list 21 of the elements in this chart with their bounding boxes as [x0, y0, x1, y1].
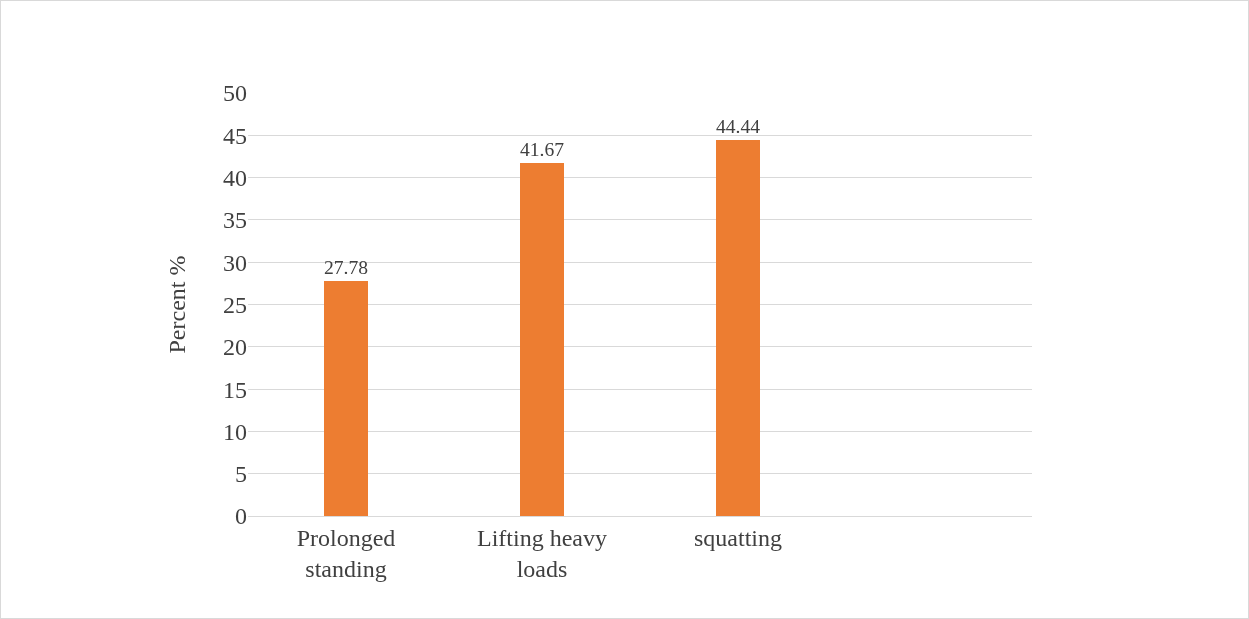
- x-tick-label: Lifting heavy loads: [477, 524, 607, 582]
- y-tick-label: 20: [223, 334, 247, 361]
- y-tick-label: 25: [223, 291, 247, 318]
- y-tick-label: 0: [235, 503, 247, 530]
- data-label: 44.44: [715, 115, 761, 137]
- y-tick-label: 35: [223, 207, 247, 234]
- bar: [715, 140, 761, 516]
- y-tick-label: 30: [223, 249, 247, 276]
- y-tick-label: 40: [223, 165, 247, 191]
- x-tick-label: Prolonged standing: [296, 524, 396, 582]
- x-tick-label: squatting: [694, 524, 782, 551]
- y-tick-label: 10: [223, 418, 247, 445]
- bar: [323, 280, 369, 516]
- y-axis-title: Percent %: [164, 255, 191, 354]
- bar: [519, 163, 565, 516]
- data-label: 27.78: [323, 256, 369, 278]
- data-label: 41.67: [519, 139, 565, 161]
- y-tick-label: 15: [223, 376, 247, 403]
- y-tick-label: 50: [223, 80, 247, 107]
- y-tick-label: 45: [223, 122, 247, 149]
- y-tick-label: 5: [235, 461, 247, 488]
